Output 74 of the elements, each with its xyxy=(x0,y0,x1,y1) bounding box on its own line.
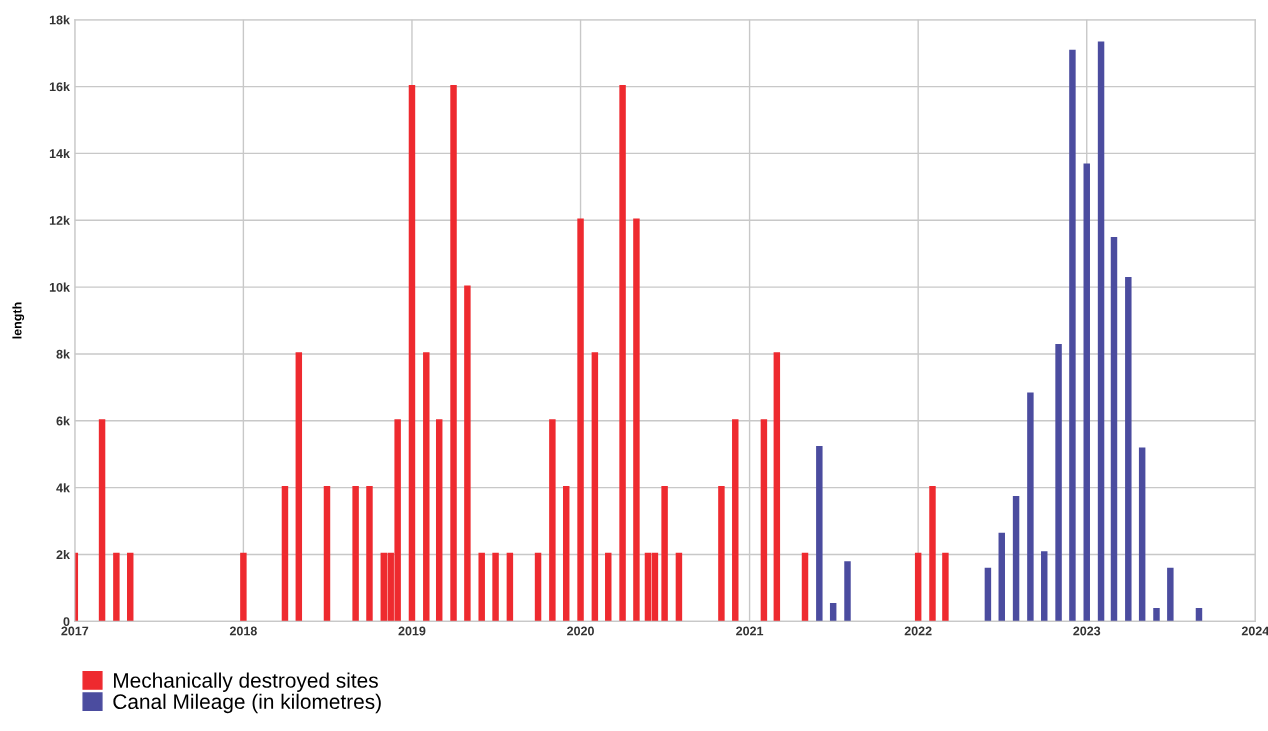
bar xyxy=(240,552,247,622)
bar xyxy=(98,419,106,622)
bar xyxy=(549,419,556,622)
bar xyxy=(844,561,851,622)
bar xyxy=(816,445,823,622)
bar xyxy=(534,552,542,622)
y-tick-label: 14k xyxy=(49,148,70,158)
y-tick-label: 6k xyxy=(56,416,70,426)
bar xyxy=(127,552,134,622)
x-tick-label: 2022 xyxy=(904,626,932,636)
x-tick-label: 2023 xyxy=(1073,626,1101,636)
bar xyxy=(74,552,79,622)
x-tick-label: 2017 xyxy=(61,626,89,636)
bar xyxy=(591,352,599,622)
bar xyxy=(1041,551,1048,622)
bar xyxy=(1083,163,1090,622)
bar xyxy=(605,552,612,622)
bar xyxy=(1138,447,1146,622)
bar xyxy=(718,485,725,622)
legend-label: Mechanically destroyed sites xyxy=(114,672,378,692)
bar xyxy=(408,84,416,622)
bar xyxy=(1167,567,1174,622)
bar xyxy=(323,485,331,622)
y-tick-label: 12k xyxy=(49,215,70,225)
bar xyxy=(506,552,514,622)
bar xyxy=(1153,607,1160,622)
y-tick-label: 0 xyxy=(63,617,70,626)
bar xyxy=(829,602,837,622)
bar xyxy=(773,352,781,622)
bar xyxy=(984,567,992,622)
bar xyxy=(281,485,289,622)
bar xyxy=(1055,343,1062,622)
bar xyxy=(1069,49,1076,622)
bar xyxy=(464,285,471,622)
bar xyxy=(1027,392,1034,622)
bar xyxy=(1110,236,1118,622)
bar xyxy=(675,552,683,622)
y-tick-label: 18k xyxy=(49,15,70,25)
y-tick-label: 2k xyxy=(56,549,70,560)
bar xyxy=(914,552,922,622)
bar xyxy=(661,485,668,622)
x-tick-label: 2019 xyxy=(398,626,426,636)
bar xyxy=(450,84,457,622)
bar xyxy=(1097,41,1105,622)
bar xyxy=(352,485,359,622)
bar xyxy=(633,218,640,622)
bar xyxy=(563,485,570,622)
bar xyxy=(577,218,584,622)
bar xyxy=(435,419,443,622)
bar xyxy=(1125,277,1132,622)
bar xyxy=(942,552,949,622)
bar xyxy=(492,552,499,622)
bar xyxy=(1012,496,1020,622)
y-tick-label: 8k xyxy=(56,349,70,359)
bar xyxy=(760,419,768,622)
y-axis-title: length xyxy=(12,302,25,339)
y-tick-label: 16k xyxy=(49,82,70,92)
x-tick-label: 2018 xyxy=(229,626,257,636)
bar xyxy=(801,552,809,622)
x-tick-label: 2021 xyxy=(736,626,764,636)
bar xyxy=(478,552,485,622)
bar xyxy=(929,485,936,622)
bar xyxy=(113,552,120,622)
x-tick-label: 2020 xyxy=(567,626,594,636)
y-tick-label: 4k xyxy=(56,483,70,493)
bar xyxy=(366,485,373,622)
bar xyxy=(619,84,626,622)
bar xyxy=(1195,607,1203,622)
legend-label: Canal Mileage (in kilometres) xyxy=(113,693,381,714)
y-tick-label: 10k xyxy=(49,282,70,292)
bar xyxy=(732,419,739,622)
bar xyxy=(998,532,1005,622)
bar xyxy=(423,352,430,622)
bar xyxy=(295,352,303,622)
